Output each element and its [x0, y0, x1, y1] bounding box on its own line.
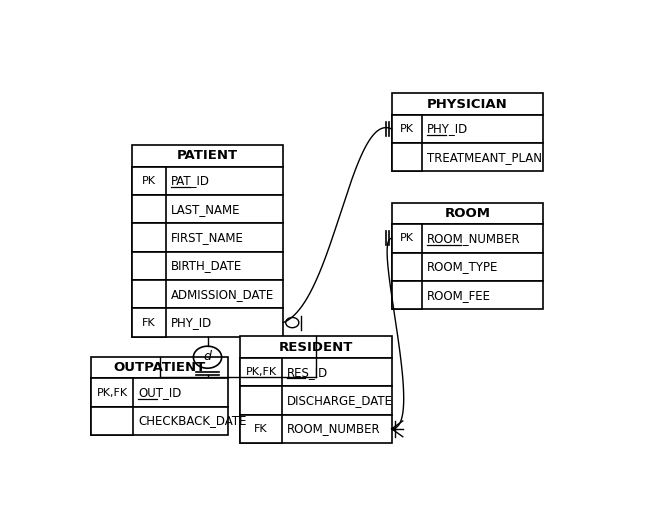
Text: d: d: [204, 350, 212, 363]
Bar: [240, 336, 392, 358]
Bar: [132, 223, 283, 252]
Bar: [240, 414, 282, 443]
Text: ROOM_TYPE: ROOM_TYPE: [427, 260, 499, 273]
Text: PK,FK: PK,FK: [96, 388, 128, 398]
Text: PK: PK: [400, 234, 414, 243]
Bar: [392, 281, 422, 309]
Text: PHYSICIAN: PHYSICIAN: [427, 98, 508, 110]
Bar: [132, 195, 283, 223]
Bar: [132, 252, 166, 280]
Bar: [240, 386, 392, 414]
Text: FK: FK: [142, 317, 156, 328]
Bar: [132, 223, 166, 252]
Text: FK: FK: [254, 424, 268, 434]
Bar: [392, 93, 543, 115]
Bar: [132, 195, 166, 223]
Text: ROOM_NUMBER: ROOM_NUMBER: [427, 232, 521, 245]
Bar: [91, 357, 228, 379]
Text: RES_ID: RES_ID: [286, 366, 328, 379]
Bar: [132, 145, 283, 167]
Text: PK: PK: [142, 176, 156, 186]
Text: PHY_ID: PHY_ID: [171, 316, 212, 329]
Text: ROOM: ROOM: [445, 207, 490, 220]
Bar: [392, 252, 422, 281]
Bar: [240, 386, 282, 414]
Text: FIRST_NAME: FIRST_NAME: [171, 231, 244, 244]
Text: TREATMEANT_PLAN: TREATMEANT_PLAN: [427, 151, 542, 164]
Bar: [240, 414, 392, 443]
Bar: [392, 115, 422, 143]
Text: PK,FK: PK,FK: [245, 367, 277, 377]
Bar: [132, 252, 283, 280]
Bar: [392, 224, 543, 252]
Bar: [392, 143, 422, 172]
Bar: [392, 202, 543, 224]
Text: ROOM_FEE: ROOM_FEE: [427, 289, 491, 301]
Bar: [392, 252, 543, 281]
Bar: [132, 309, 283, 337]
Bar: [91, 407, 228, 435]
Bar: [132, 167, 283, 195]
Text: LAST_NAME: LAST_NAME: [171, 203, 241, 216]
Bar: [392, 143, 543, 172]
Bar: [132, 280, 166, 309]
Text: PK: PK: [400, 124, 414, 134]
Text: OUTPATIENT: OUTPATIENT: [113, 361, 206, 374]
Bar: [240, 358, 392, 386]
Bar: [240, 358, 282, 386]
Text: PAT_ID: PAT_ID: [171, 174, 210, 188]
Bar: [91, 379, 228, 407]
Text: PATIENT: PATIENT: [177, 149, 238, 162]
Bar: [91, 379, 133, 407]
Bar: [392, 281, 543, 309]
Bar: [91, 407, 133, 435]
Bar: [392, 115, 543, 143]
Bar: [132, 167, 166, 195]
Text: ROOM_NUMBER: ROOM_NUMBER: [286, 422, 380, 435]
Text: RESIDENT: RESIDENT: [279, 341, 353, 354]
Text: CHECKBACK_DATE: CHECKBACK_DATE: [138, 414, 246, 428]
Text: OUT_ID: OUT_ID: [138, 386, 181, 399]
Text: ADMISSION_DATE: ADMISSION_DATE: [171, 288, 275, 301]
Bar: [392, 224, 422, 252]
Text: PHY_ID: PHY_ID: [427, 123, 468, 135]
Bar: [132, 280, 283, 309]
Bar: [132, 309, 166, 337]
Text: DISCHARGE_DATE: DISCHARGE_DATE: [286, 394, 393, 407]
Text: BIRTH_DATE: BIRTH_DATE: [171, 260, 242, 272]
